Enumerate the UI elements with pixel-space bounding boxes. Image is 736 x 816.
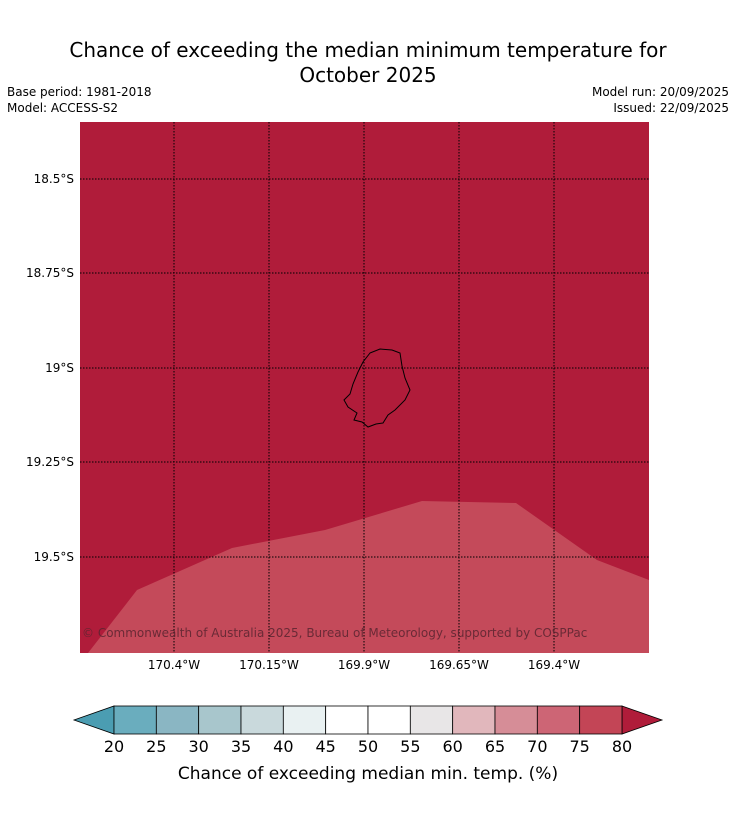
- colorbar-label: Chance of exceeding median min. temp. (%…: [177, 764, 559, 784]
- colorbar-tick: 45: [315, 737, 335, 756]
- colorbar-tick: 40: [273, 737, 293, 756]
- colorbar-tick: 75: [569, 737, 589, 756]
- issued-date: Issued: 22/09/2025: [613, 101, 729, 115]
- colorbar-over-arrow: [621, 705, 664, 735]
- model-run: Model run: 20/09/2025: [591, 85, 729, 99]
- colorbar-tick: 60: [442, 737, 462, 756]
- lon-label: 169.9°W: [338, 658, 390, 672]
- colorbar-segment: [282, 705, 327, 735]
- copyright-notice: © Commonwealth of Australia 2025, Bureau…: [82, 626, 587, 640]
- island-coastline: [343, 348, 411, 428]
- colorbar-segment: [240, 705, 284, 735]
- gridlines: [80, 122, 649, 653]
- map-area-75-80: [88, 501, 649, 653]
- colorbar-segment: [452, 705, 496, 735]
- colorbar-segment: [325, 705, 369, 735]
- colorbar-segment: [155, 705, 200, 735]
- colorbar-segment: [198, 705, 242, 735]
- base-period: Base period: 1981-2018: [7, 85, 152, 99]
- colorbar-tick: 80: [612, 737, 632, 756]
- colorbar: [72, 705, 664, 735]
- colorbar-tick: 30: [188, 737, 208, 756]
- colorbar-tick: 65: [485, 737, 505, 756]
- colorbar-tick: 20: [104, 737, 124, 756]
- title-line-2: October 2025: [299, 63, 437, 87]
- colorbar-tick: 35: [231, 737, 251, 756]
- colorbar-segment: [113, 705, 157, 735]
- colorbar-ticks: 20 25 30 35 40 45 50 55 60 65 70 75 80: [104, 737, 632, 756]
- meta-left: Base period: 1981-2018 Model: ACCESS-S2: [7, 84, 152, 116]
- lon-label: 170.4°W: [148, 658, 200, 672]
- lon-labels: 170.4°W 170.15°W 169.9°W 169.65°W 169.4°…: [148, 658, 580, 672]
- colorbar-under-arrow: [72, 705, 115, 735]
- lat-label: 19.5°S: [34, 550, 74, 564]
- colorbar-segment: [579, 705, 623, 735]
- model-name: Model: ACCESS-S2: [7, 101, 119, 115]
- colorbar-segment: [409, 705, 454, 735]
- lat-label: 18.75°S: [26, 266, 74, 280]
- colorbar-segment: [494, 705, 538, 735]
- colorbar-tick: 25: [146, 737, 166, 756]
- lon-label: 169.65°W: [429, 658, 489, 672]
- colorbar-tick: 50: [358, 737, 378, 756]
- title-line-1: Chance of exceeding the median minimum t…: [69, 38, 667, 62]
- colorbar-segment: [367, 705, 411, 735]
- map-title: Chance of exceeding the median minimum t…: [0, 38, 736, 88]
- lat-label: 19°S: [45, 361, 74, 375]
- colorbar-tick: 70: [527, 737, 547, 756]
- lat-labels: 18.5°S 18.75°S 19°S 19.25°S 19.5°S: [26, 172, 74, 564]
- colorbar-segment: [536, 705, 581, 735]
- lon-label: 169.4°W: [528, 658, 580, 672]
- colorbar-tick: 55: [400, 737, 420, 756]
- lat-label: 19.25°S: [26, 455, 74, 469]
- lat-label: 18.5°S: [34, 172, 74, 186]
- lon-label: 170.15°W: [239, 658, 299, 672]
- meta-right: Model run: 20/09/2025 Issued: 22/09/2025: [592, 84, 729, 116]
